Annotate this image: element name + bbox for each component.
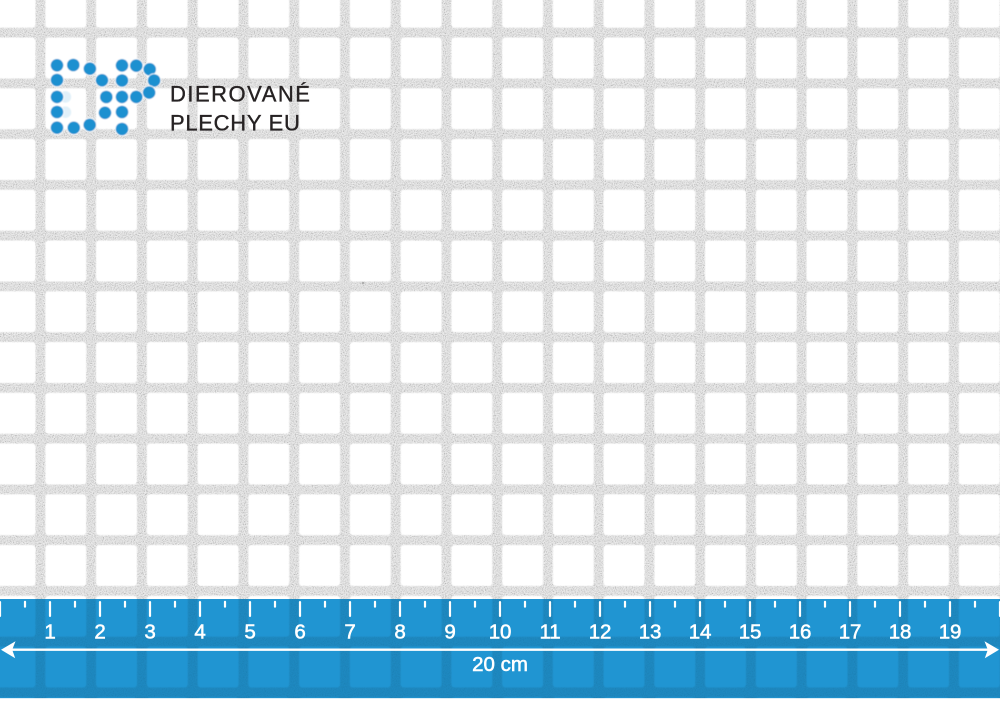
svg-text:PLECHY EU: PLECHY EU: [170, 111, 301, 136]
svg-text:7: 7: [344, 621, 355, 644]
svg-text:1: 1: [44, 621, 55, 644]
svg-text:2: 2: [94, 621, 105, 644]
svg-text:10: 10: [489, 621, 511, 644]
svg-text:17: 17: [839, 621, 861, 644]
svg-text:13: 13: [639, 621, 661, 644]
svg-text:16: 16: [789, 621, 811, 644]
svg-text:11: 11: [540, 621, 561, 644]
svg-text:14: 14: [689, 621, 711, 644]
svg-text:15: 15: [739, 621, 761, 644]
svg-text:8: 8: [394, 621, 405, 644]
svg-text:19: 19: [939, 621, 961, 644]
svg-text:DIEROVANÉ: DIEROVANÉ: [170, 82, 311, 107]
svg-text:20 cm: 20 cm: [472, 653, 528, 676]
svg-text:18: 18: [889, 621, 911, 644]
svg-text:6: 6: [294, 621, 305, 644]
svg-text:5: 5: [244, 621, 255, 644]
svg-text:4: 4: [194, 621, 205, 644]
svg-text:3: 3: [144, 621, 155, 644]
svg-text:9: 9: [444, 621, 455, 644]
svg-text:12: 12: [589, 621, 611, 644]
